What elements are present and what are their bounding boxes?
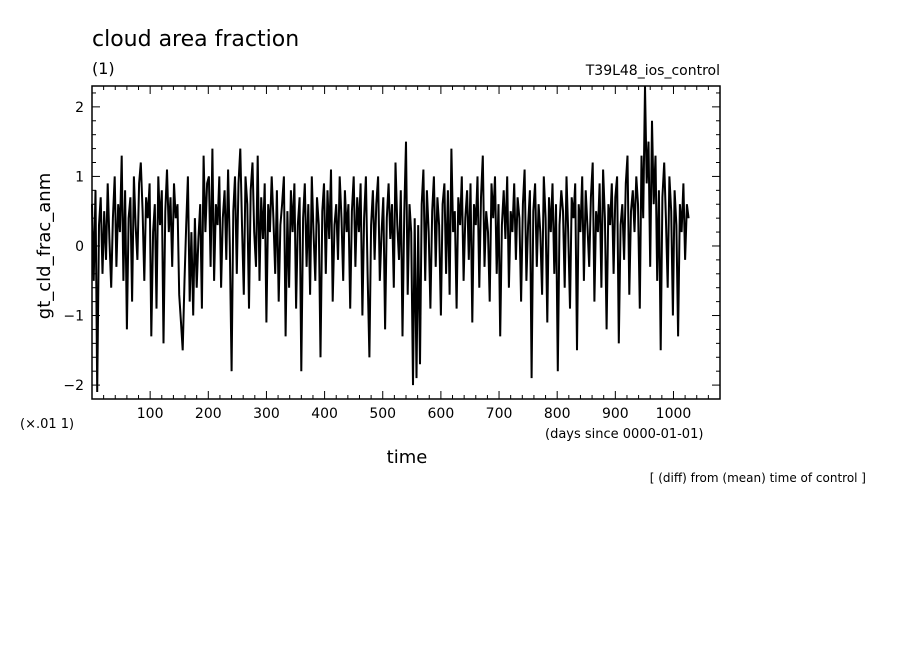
- x-tick-label: 600: [428, 406, 455, 422]
- x-tick-label: 900: [602, 406, 629, 422]
- x-tick-label: 100: [137, 406, 164, 422]
- chart-subtitle: (1): [92, 59, 115, 78]
- y-scale-note: (×.01 1): [20, 417, 74, 432]
- y-tick-label: 1: [75, 169, 84, 185]
- y-axis-label: gt_cld_frac_anm: [34, 173, 55, 319]
- series-line: [91, 85, 690, 393]
- experiment-label: T39L48_ios_control: [585, 63, 720, 79]
- x-tick-labels: 100 200 300 400 500 600 700 800 900 1000: [137, 406, 692, 422]
- plot-frame: [91, 85, 721, 400]
- x-units-label: (days since 0000-01-01): [545, 427, 703, 442]
- x-tick-label: 700: [486, 406, 513, 422]
- x-tick-label: 200: [195, 406, 222, 422]
- x-tick-label: 800: [544, 406, 571, 422]
- y-tick-label: −1: [63, 309, 84, 325]
- footnote: [ (diff) from (mean) time of control ]: [650, 471, 866, 485]
- x-tick-label: 300: [253, 406, 280, 422]
- y-tick-label: 0: [75, 239, 84, 255]
- x-tick-label: 1000: [656, 406, 692, 422]
- x-axis-label: time: [387, 447, 428, 468]
- x-tick-label: 500: [369, 406, 396, 422]
- y-tick-label: 2: [75, 100, 84, 116]
- chart-title: cloud area fraction: [92, 27, 299, 52]
- y-tick-label: −2: [63, 378, 84, 394]
- y-tick-labels: −2 −1 0 1 2: [63, 100, 84, 394]
- x-tick-label: 400: [311, 406, 338, 422]
